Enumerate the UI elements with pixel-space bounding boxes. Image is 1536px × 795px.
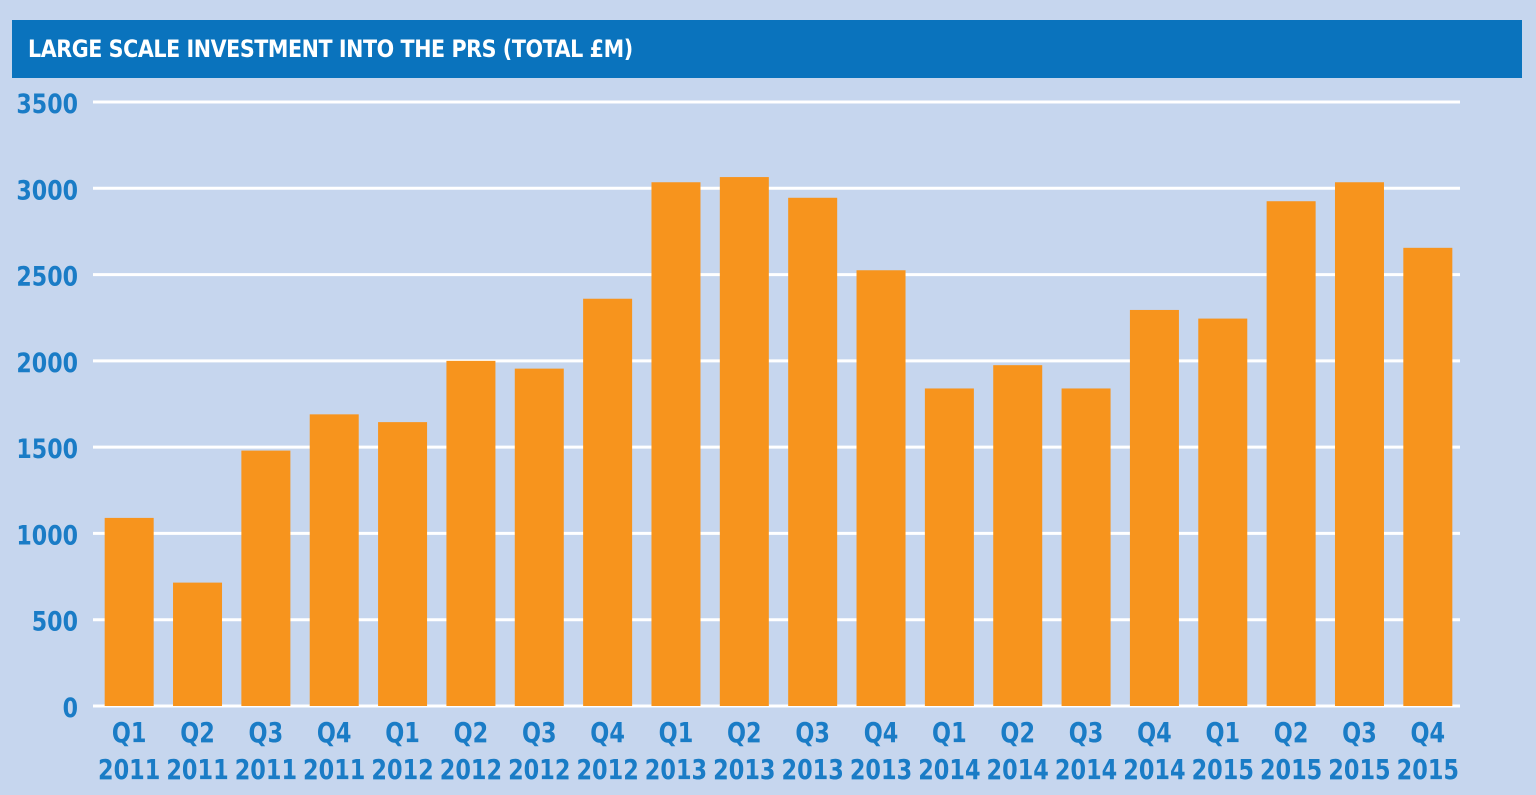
bar <box>719 177 769 706</box>
x-tick-label-quarter: Q1 <box>932 715 967 748</box>
bar <box>173 582 223 706</box>
x-tick-label-quarter: Q4 <box>590 715 625 748</box>
x-tick-label-year: 2011 <box>303 752 365 785</box>
chart-title-bar: LARGE SCALE INVESTMENT INTO THE PRS (TOT… <box>12 20 1522 78</box>
x-tick-label-quarter: Q2 <box>1274 715 1309 748</box>
bar <box>788 197 838 706</box>
x-tick-label-year: 2012 <box>440 752 502 785</box>
bar <box>378 422 428 706</box>
bar <box>1061 388 1111 706</box>
bar <box>993 365 1043 706</box>
y-tick-label: 3000 <box>16 174 78 206</box>
x-tick-label-year: 2013 <box>782 752 844 785</box>
x-tick-label-year: 2014 <box>1055 752 1117 785</box>
y-tick-label: 1500 <box>16 433 78 465</box>
x-tick-label-year: 2014 <box>987 752 1049 785</box>
bar <box>446 360 496 706</box>
x-tick-label-year: 2011 <box>166 752 228 785</box>
x-tick-label-quarter: Q4 <box>317 715 352 748</box>
x-tick-label-quarter: Q2 <box>727 715 762 748</box>
x-tick-label-year: 2015 <box>1260 752 1322 785</box>
x-tick-label-quarter: Q2 <box>180 715 215 748</box>
bar <box>241 450 291 706</box>
y-tick-label: 3500 <box>16 88 78 120</box>
bar <box>104 517 154 706</box>
y-tick-label: 1000 <box>16 519 78 551</box>
x-tick-label-year: 2014 <box>918 752 980 785</box>
x-tick-label-year: 2012 <box>371 752 433 785</box>
x-tick-label-quarter: Q4 <box>1137 715 1172 748</box>
bar <box>309 414 359 706</box>
x-tick-label-quarter: Q3 <box>795 715 830 748</box>
x-tick-label-year: 2015 <box>1397 752 1459 785</box>
x-tick-label-quarter: Q4 <box>1411 715 1446 748</box>
y-tick-label: 500 <box>32 606 78 638</box>
bar <box>1129 309 1179 706</box>
x-tick-label-quarter: Q1 <box>385 715 420 748</box>
bar <box>1198 318 1248 706</box>
x-tick-label-quarter: Q3 <box>1342 715 1377 748</box>
x-tick-label-year: 2011 <box>235 752 297 785</box>
x-tick-label-quarter: Q3 <box>249 715 284 748</box>
x-tick-label-year: 2013 <box>645 752 707 785</box>
chart-title: LARGE SCALE INVESTMENT INTO THE PRS (TOT… <box>28 35 633 63</box>
x-tick-label-year: 2013 <box>850 752 912 785</box>
x-tick-label-quarter: Q3 <box>1069 715 1104 748</box>
x-tick-label-quarter: Q1 <box>112 715 147 748</box>
bar <box>651 182 701 706</box>
x-tick-label-quarter: Q4 <box>864 715 899 748</box>
bar <box>1403 247 1453 706</box>
x-tick-label-year: 2014 <box>1123 752 1185 785</box>
x-tick-label-quarter: Q1 <box>659 715 694 748</box>
x-tick-label-quarter: Q1 <box>1205 715 1240 748</box>
bar <box>1266 201 1316 706</box>
x-tick-label-year: 2012 <box>576 752 638 785</box>
y-tick-label: 2500 <box>16 260 78 292</box>
bar <box>583 298 633 706</box>
x-tick-label-year: 2012 <box>508 752 570 785</box>
y-tick-label: 2000 <box>16 347 78 379</box>
y-tick-label: 0 <box>63 692 78 724</box>
bar <box>514 368 564 706</box>
x-tick-label-quarter: Q3 <box>522 715 557 748</box>
bar <box>1334 182 1384 706</box>
x-tick-label-quarter: Q2 <box>454 715 489 748</box>
x-tick-label-quarter: Q2 <box>1000 715 1035 748</box>
x-tick-label-year: 2013 <box>713 752 775 785</box>
x-tick-label-year: 2015 <box>1328 752 1390 785</box>
x-tick-label-year: 2015 <box>1192 752 1254 785</box>
bar <box>856 270 906 706</box>
x-tick-label-year: 2011 <box>98 752 160 785</box>
bar <box>924 388 974 706</box>
